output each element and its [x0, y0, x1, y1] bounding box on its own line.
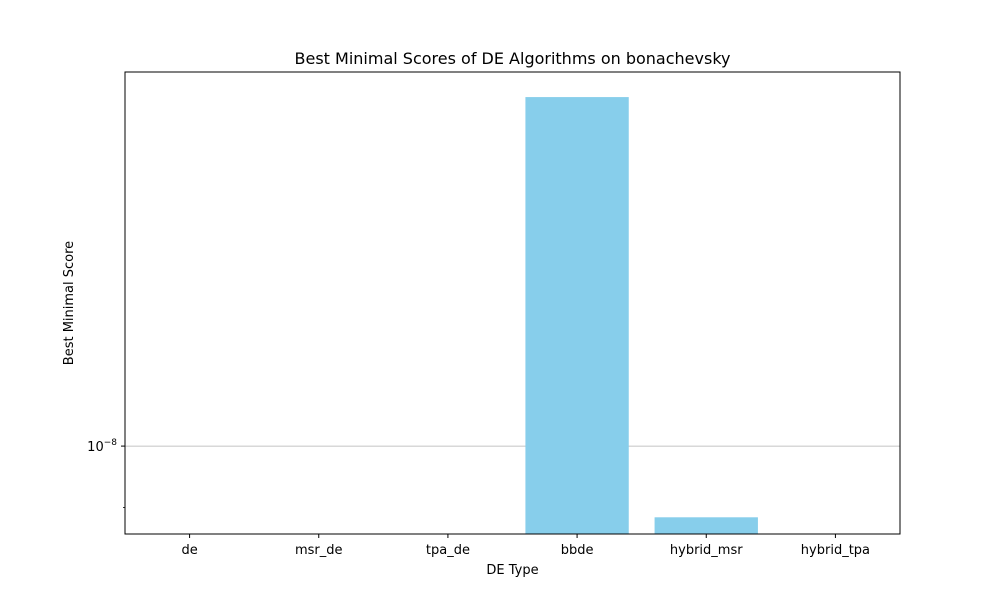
y-tick-label: 10−8: [87, 438, 117, 455]
x-tick-label-msr_de: msr_de: [295, 543, 343, 558]
x-tick-label-tpa_de: tpa_de: [426, 543, 470, 558]
x-tick-label-bbde: bbde: [561, 543, 594, 558]
y-axis-label: Best Minimal Score: [62, 241, 77, 365]
tick-layer: 10−8 de msr_de tpa_de bbde hybrid_msr hybrid_t…: [87, 438, 870, 558]
chart-title: Best Minimal Scores of DE Algorithms on …: [295, 49, 731, 68]
bar-bbde: [525, 97, 629, 534]
x-tick-label-hybrid_tpa: hybrid_tpa: [801, 543, 870, 558]
bar-layer: [525, 97, 758, 534]
x-tick-label-hybrid_msr: hybrid_msr: [670, 543, 743, 558]
x-axis-label: DE Type: [486, 563, 538, 578]
x-tick-label-de: de: [181, 543, 197, 558]
plot-frame: [124, 71, 901, 535]
bar-hybrid_msr: [654, 517, 758, 534]
